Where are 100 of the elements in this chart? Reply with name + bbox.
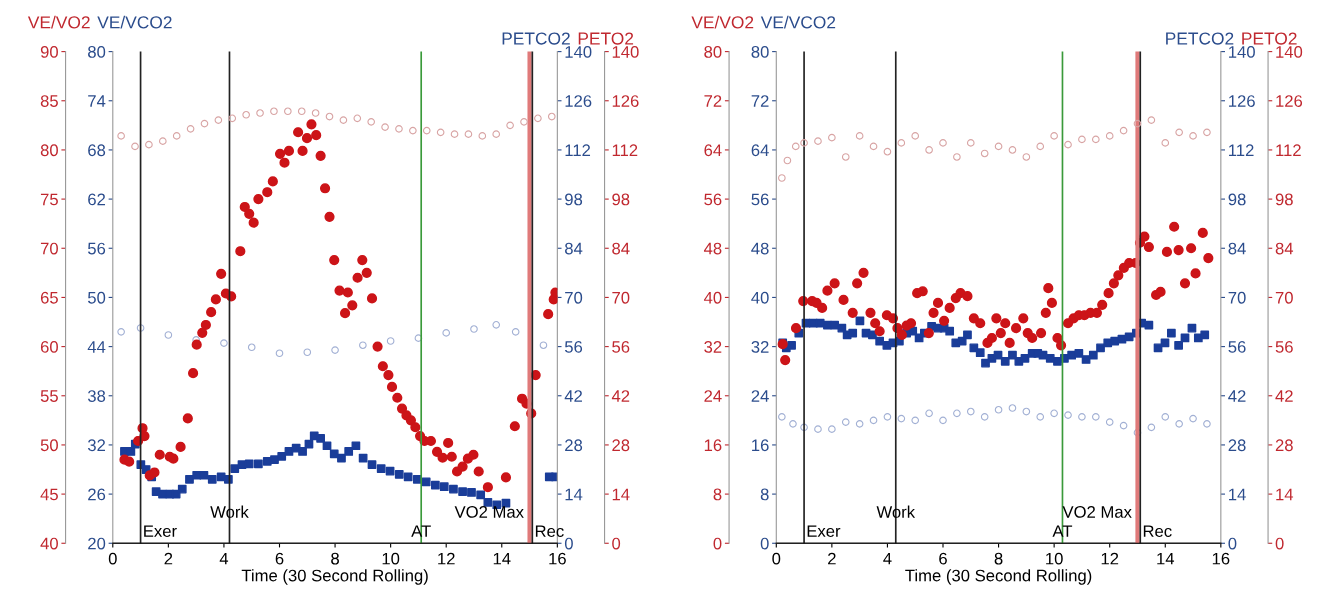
- y2-tick-label: 0: [1275, 537, 1284, 550]
- x-tick-label: 6: [275, 552, 284, 565]
- y-tick-label: 80: [704, 46, 722, 58]
- y2-tick-label: 112: [612, 144, 638, 156]
- y-tick-label: 75: [40, 193, 58, 206]
- y2-tick-label: 28: [1275, 439, 1293, 452]
- y2-tick-label: 42: [1228, 390, 1246, 402]
- y-tick-label: 16: [704, 439, 722, 452]
- y2-tick-label: 112: [565, 144, 591, 156]
- y-tick-label: 80: [40, 144, 58, 157]
- y2-tick-label: 84: [1228, 242, 1246, 255]
- ref-line-label: Rec: [535, 525, 564, 538]
- y-tick-label: 32: [704, 341, 722, 353]
- y2-tick-label: 126: [565, 95, 592, 107]
- y2-tick-label: 70: [565, 291, 583, 304]
- x-tick-label: 2: [828, 552, 836, 565]
- y-tick-label: 80: [751, 46, 769, 58]
- y-axis-title: VE/VCO2: [760, 15, 836, 29]
- y-tick-label: 38: [87, 390, 106, 402]
- y2-tick-label: 42: [564, 390, 582, 402]
- y-tick-label: 60: [40, 341, 58, 353]
- y-tick-label: 8: [713, 488, 722, 501]
- y2-tick-label: 42: [1275, 390, 1293, 402]
- y2-tick-label: 112: [1276, 144, 1301, 156]
- y-tick-label: 16: [752, 439, 769, 452]
- y2-tick-label: 56: [1275, 341, 1293, 353]
- y2-tick-label: 84: [565, 242, 583, 255]
- y2-tick-label: 70: [1275, 291, 1293, 304]
- y-tick-label: 45: [40, 488, 58, 501]
- y2-tick-label: 56: [1228, 341, 1246, 353]
- y2-axis-title: PETO2: [1242, 32, 1297, 45]
- y-tick-label: 40: [751, 291, 769, 304]
- x-tick-label: 14: [493, 552, 511, 565]
- y2-tick-label: 42: [611, 390, 630, 402]
- y2-tick-label: 98: [565, 193, 583, 206]
- y2-tick-label: 28: [565, 439, 583, 452]
- y2-tick-label: 140: [1229, 46, 1255, 58]
- y-tick-label: 24: [751, 390, 769, 402]
- ref-line-label: VO2 Max: [454, 506, 524, 518]
- y-tick-label: 56: [87, 242, 106, 255]
- x-tick-label: 0: [772, 552, 781, 565]
- y-tick-label: 74: [88, 95, 106, 107]
- y-tick-label: 48: [751, 242, 769, 255]
- y-axis-title: VE/VO2: [691, 15, 754, 29]
- x-tick-label: 4: [219, 552, 229, 565]
- y2-tick-label: 56: [564, 341, 583, 353]
- x-tick-label: 8: [994, 552, 1003, 565]
- y-tick-label: 62: [88, 193, 106, 206]
- y-tick-label: 50: [87, 291, 106, 304]
- y-tick-label: 80: [88, 46, 106, 58]
- x-tick-label: 10: [382, 552, 400, 565]
- y2-tick-label: 14: [1276, 488, 1294, 501]
- y2-tick-label: 84: [1275, 242, 1294, 255]
- y2-tick-label: 28: [1228, 439, 1246, 452]
- x-axis-title: Time (30 Second Rolling): [905, 569, 1092, 585]
- x-tick-label: 10: [1046, 552, 1063, 565]
- y2-tick-label: 0: [564, 537, 573, 550]
- x-tick-label: 12: [438, 552, 455, 565]
- ref-line-label: Rec: [1143, 525, 1172, 538]
- y2-axis-title: PETO2: [578, 32, 634, 45]
- x-tick-label: 2: [164, 552, 173, 565]
- y-tick-label: 56: [704, 193, 722, 206]
- y-tick-label: 48: [703, 242, 722, 255]
- y-tick-label: 32: [87, 439, 106, 452]
- y2-tick-label: 140: [612, 46, 639, 58]
- x-tick-label: 14: [1157, 552, 1175, 565]
- y-tick-label: 50: [40, 439, 58, 452]
- x-tick-label: 16: [549, 552, 566, 565]
- y-tick-label: 56: [751, 193, 769, 206]
- y2-tick-label: 126: [612, 95, 639, 107]
- y2-tick-label: 14: [1229, 488, 1246, 501]
- y-tick-label: 44: [87, 341, 106, 353]
- y2-tick-label: 140: [565, 46, 592, 58]
- y2-tick-label: 84: [612, 242, 630, 255]
- y-tick-label: 40: [40, 537, 58, 550]
- x-tick-label: 0: [108, 552, 117, 565]
- y2-tick-label: 126: [1229, 95, 1255, 107]
- x-axis-title: Time (30 Second Rolling): [241, 569, 428, 585]
- y-tick-label: 85: [40, 95, 58, 107]
- y2-tick-label: 70: [1228, 291, 1246, 304]
- y2-tick-label: 98: [1228, 193, 1246, 206]
- y-tick-label: 32: [751, 341, 769, 353]
- x-tick-label: 8: [331, 552, 339, 565]
- y2-tick-label: 0: [612, 537, 621, 550]
- y-axis-title: VE/VO2: [27, 15, 90, 29]
- y-tick-label: 72: [704, 95, 722, 107]
- y-tick-label: 65: [40, 291, 58, 304]
- y2-tick-label: 140: [1276, 46, 1303, 58]
- y-tick-label: 20: [88, 537, 106, 550]
- y2-tick-label: 70: [612, 291, 630, 304]
- ref-line-label: Exer: [144, 525, 177, 538]
- y2-tick-label: 126: [1276, 95, 1303, 107]
- y-tick-label: 24: [704, 390, 722, 402]
- y-tick-label: 90: [40, 46, 58, 58]
- y-axis-title: VE/VCO2: [97, 15, 172, 29]
- x-tick-label: 16: [1212, 552, 1230, 565]
- y2-tick-label: 0: [1228, 537, 1237, 550]
- y-tick-label: 0: [760, 537, 769, 550]
- y2-tick-label: 28: [612, 439, 630, 452]
- y-tick-label: 72: [751, 95, 769, 107]
